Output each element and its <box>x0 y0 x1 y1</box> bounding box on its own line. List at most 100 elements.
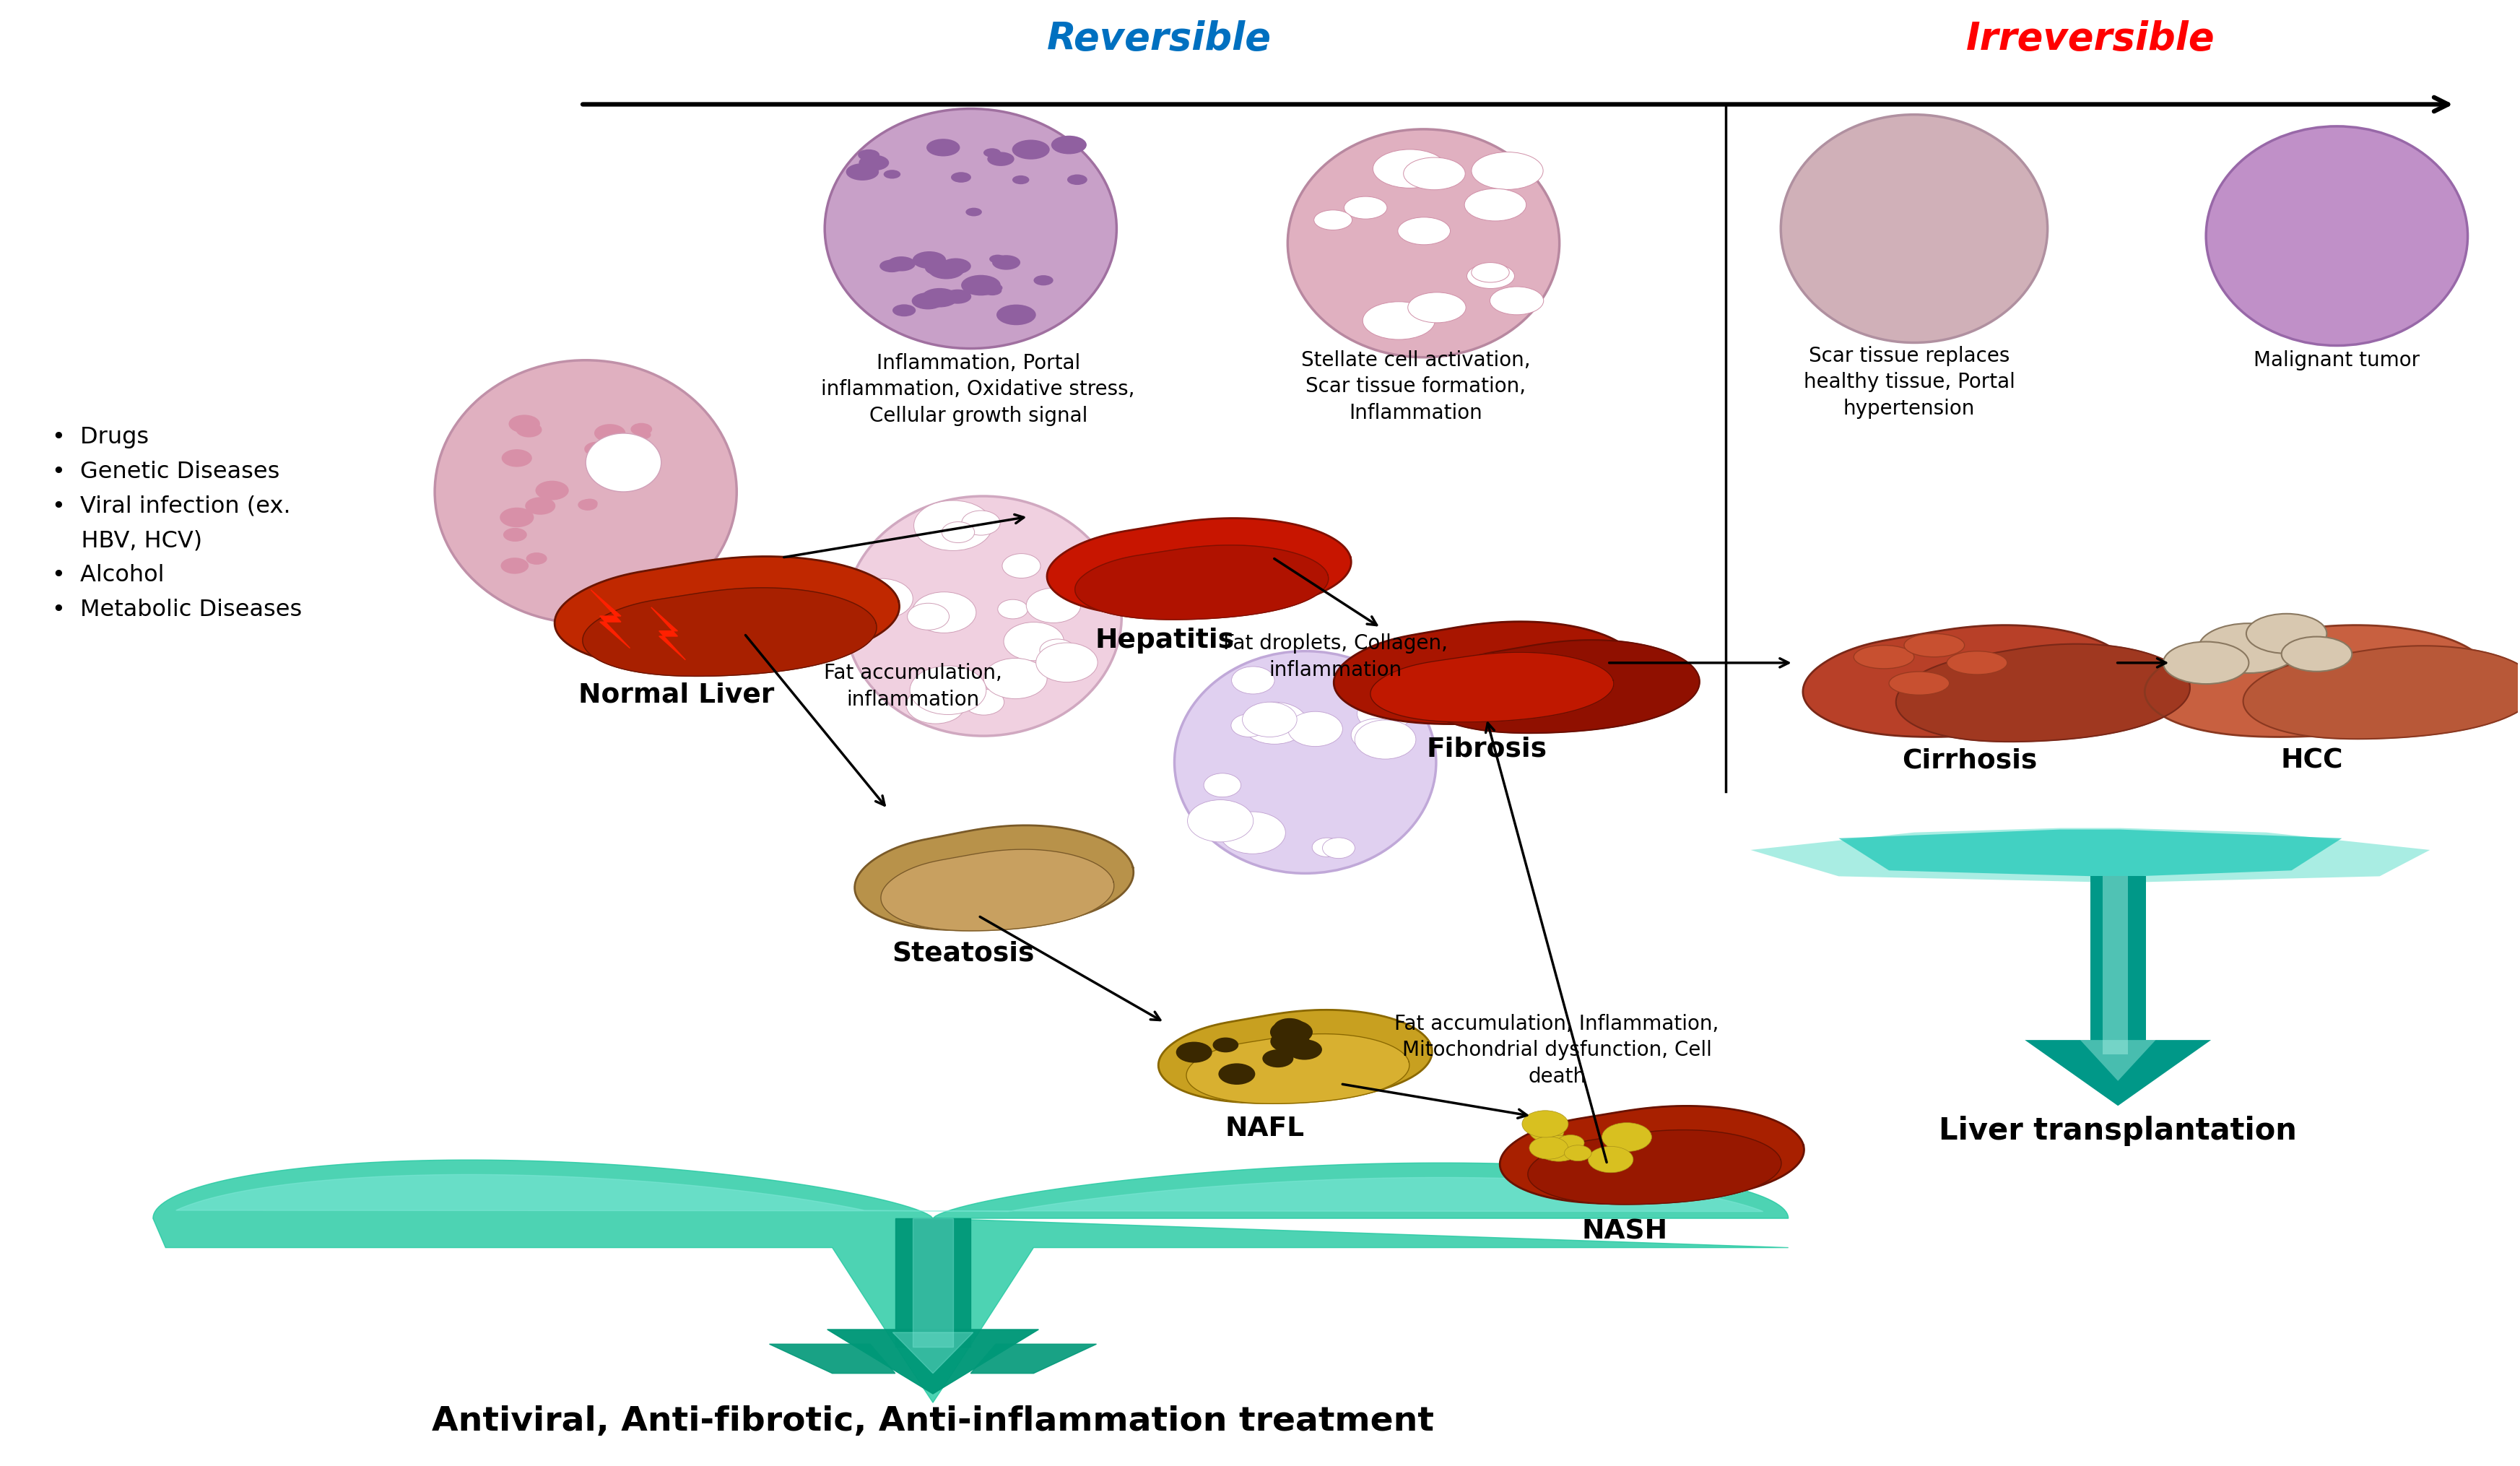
Text: Fat accumulation,
inflammation: Fat accumulation, inflammation <box>824 663 1003 710</box>
Polygon shape <box>154 1160 1789 1403</box>
Ellipse shape <box>1472 152 1542 189</box>
Ellipse shape <box>849 579 912 619</box>
Ellipse shape <box>983 286 1003 296</box>
Ellipse shape <box>1242 702 1308 745</box>
Ellipse shape <box>1036 642 1099 682</box>
Ellipse shape <box>910 666 985 714</box>
Text: Hepatitis: Hepatitis <box>1094 627 1235 654</box>
Bar <box>2089 877 2145 1054</box>
Ellipse shape <box>963 510 1000 535</box>
Text: Fat accumulation, Inflammation,
Mitochondrial dysfunction, Cell
death: Fat accumulation, Inflammation, Mitochon… <box>1394 1013 1719 1088</box>
Polygon shape <box>970 1344 1096 1374</box>
Text: Normal Liver: Normal Liver <box>577 682 774 708</box>
Polygon shape <box>882 849 1114 931</box>
Ellipse shape <box>1537 1136 1580 1161</box>
Ellipse shape <box>501 557 529 573</box>
Ellipse shape <box>1588 1146 1633 1173</box>
Ellipse shape <box>1013 139 1051 160</box>
Ellipse shape <box>1056 655 1091 677</box>
Ellipse shape <box>1565 1145 1593 1161</box>
Bar <box>2102 877 2127 1054</box>
Ellipse shape <box>582 498 597 507</box>
Ellipse shape <box>436 361 736 623</box>
Text: Fibrosis: Fibrosis <box>1426 736 1547 762</box>
Ellipse shape <box>2162 642 2248 685</box>
Ellipse shape <box>988 152 1013 166</box>
Ellipse shape <box>2245 614 2326 654</box>
Polygon shape <box>1159 1010 1431 1102</box>
Polygon shape <box>1421 641 1698 733</box>
Ellipse shape <box>1026 588 1081 623</box>
Ellipse shape <box>1782 114 2049 343</box>
Text: HCC: HCC <box>2281 748 2344 774</box>
Ellipse shape <box>1003 554 1041 578</box>
Text: Steatosis: Steatosis <box>892 941 1033 966</box>
Ellipse shape <box>1033 276 1053 286</box>
Ellipse shape <box>1174 651 1436 874</box>
Ellipse shape <box>1399 217 1452 245</box>
Polygon shape <box>854 825 1134 929</box>
Ellipse shape <box>585 441 610 456</box>
Polygon shape <box>1187 1034 1409 1104</box>
Ellipse shape <box>585 434 660 491</box>
Ellipse shape <box>1351 718 1401 751</box>
Ellipse shape <box>1489 287 1545 315</box>
Ellipse shape <box>1343 196 1386 218</box>
Polygon shape <box>1046 517 1351 616</box>
Ellipse shape <box>1003 622 1063 661</box>
Ellipse shape <box>1358 696 1411 732</box>
Ellipse shape <box>1557 1135 1585 1151</box>
Ellipse shape <box>1603 1123 1651 1152</box>
Ellipse shape <box>1366 726 1406 752</box>
Ellipse shape <box>1409 292 1467 323</box>
Ellipse shape <box>990 255 1005 264</box>
Polygon shape <box>912 1218 953 1347</box>
Ellipse shape <box>1232 667 1275 693</box>
Ellipse shape <box>844 496 1121 736</box>
Ellipse shape <box>859 155 890 170</box>
Ellipse shape <box>1855 645 1915 668</box>
Ellipse shape <box>925 261 953 276</box>
Ellipse shape <box>1288 129 1560 358</box>
Ellipse shape <box>985 283 1003 292</box>
Polygon shape <box>1527 1130 1782 1205</box>
Ellipse shape <box>1205 773 1240 798</box>
Ellipse shape <box>912 592 975 633</box>
Ellipse shape <box>912 293 945 309</box>
Ellipse shape <box>509 415 539 432</box>
Ellipse shape <box>879 259 905 273</box>
Ellipse shape <box>1363 302 1434 340</box>
Text: Cirrhosis: Cirrhosis <box>1903 748 2036 774</box>
Ellipse shape <box>927 139 960 157</box>
Polygon shape <box>2026 1039 2210 1105</box>
Ellipse shape <box>1288 711 1343 746</box>
Ellipse shape <box>998 600 1028 619</box>
Ellipse shape <box>1373 150 1446 188</box>
Ellipse shape <box>1066 174 1086 185</box>
Ellipse shape <box>927 261 965 279</box>
Ellipse shape <box>857 601 895 626</box>
Ellipse shape <box>857 150 879 161</box>
Ellipse shape <box>1242 702 1298 737</box>
Ellipse shape <box>2205 126 2467 346</box>
Text: Fat droplets, Collagen,
inflammation: Fat droplets, Collagen, inflammation <box>1222 633 1449 680</box>
Ellipse shape <box>940 258 970 274</box>
Ellipse shape <box>1464 189 1527 221</box>
Ellipse shape <box>1948 651 2008 674</box>
Ellipse shape <box>1232 714 1268 737</box>
Polygon shape <box>1371 652 1613 723</box>
Ellipse shape <box>983 658 1048 699</box>
Ellipse shape <box>527 553 547 564</box>
Ellipse shape <box>824 108 1116 349</box>
Ellipse shape <box>1177 1042 1212 1063</box>
Ellipse shape <box>517 422 542 437</box>
Polygon shape <box>582 588 877 676</box>
Ellipse shape <box>534 481 570 500</box>
Ellipse shape <box>847 163 879 180</box>
Text: Irreversible: Irreversible <box>1966 21 2215 57</box>
Polygon shape <box>2145 625 2490 737</box>
Ellipse shape <box>501 449 532 468</box>
Ellipse shape <box>922 287 958 308</box>
Polygon shape <box>827 1330 1038 1394</box>
Polygon shape <box>650 607 685 660</box>
